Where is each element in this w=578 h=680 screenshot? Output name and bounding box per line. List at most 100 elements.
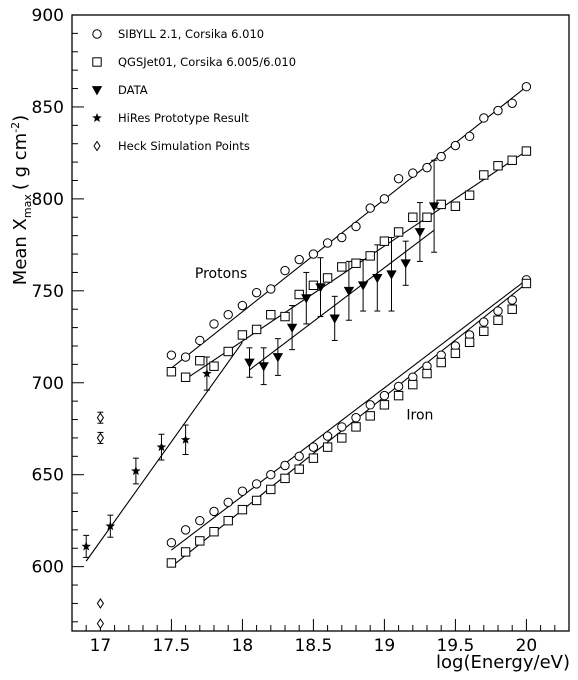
circle-marker [337,232,347,243]
y-tick-label: 750 [32,282,64,302]
circle-marker [450,140,461,151]
square-marker [408,212,418,222]
triangle-marker [372,274,383,284]
circle-marker [379,390,390,401]
square-marker [422,368,432,379]
square-marker [195,536,205,546]
square-marker [180,547,191,557]
square-marker [223,515,233,526]
x-tick-label: 19.5 [436,636,474,656]
diamond-marker [96,618,105,630]
square-marker [308,453,319,463]
circle-marker [322,431,333,441]
square-marker [237,330,248,340]
legend: SIBYLL 2.1, Corsika 6.010 QGSJet01, Corsi… [91,27,296,153]
circle-marker [280,460,290,471]
square-marker [521,146,532,156]
square-marker [479,170,489,180]
square-marker [436,357,446,368]
triangle-marker [329,314,340,324]
square-marker [365,411,375,421]
circle-marker [223,497,233,507]
circle-marker [507,295,517,305]
circle-marker [237,300,248,311]
square-marker [180,372,191,382]
square-marker [294,464,304,474]
square-marker [450,348,461,359]
triangle-marker [343,286,355,297]
circle-marker [337,422,347,432]
square-marker [393,227,404,237]
square-marker [266,484,276,495]
circle-marker [209,506,219,517]
square-marker [209,527,219,537]
square-marker [521,278,532,289]
diamond-marker [93,140,101,152]
circle-marker [351,221,361,232]
square-marker [166,367,177,377]
square-marker [209,361,219,371]
square-marker [280,473,290,484]
y-tick-label: 800 [32,190,64,210]
circle-marker [195,335,205,346]
annotation-label: Iron [406,408,433,424]
triangle-marker [386,270,397,280]
circle-marker [294,254,304,265]
y-axis-title-close: ) [10,115,31,122]
circle-marker [166,350,177,360]
x-axis-title: log(Energy/eV) [436,652,570,673]
square-marker [322,273,333,283]
circle-marker [351,412,361,423]
circle-marker [308,442,319,452]
circle-marker [251,287,262,298]
triangle-marker [272,353,284,363]
x-tick-label: 17 [90,636,112,656]
square-marker [337,262,347,272]
square-marker [493,315,503,325]
x-tick-label: 18 [232,636,254,656]
y-tick-label: 700 [32,374,64,394]
square-marker [479,326,489,336]
square-marker [351,258,361,268]
star-marker [180,434,191,444]
triangle-marker [428,202,440,212]
triangle-marker [315,283,326,293]
circle-marker [294,451,304,462]
circle-marker [195,515,205,526]
circle-marker [237,486,248,496]
circle-marker [493,105,503,116]
triangle-marker [258,362,269,372]
diamond-marker [96,598,105,609]
triangle-marker [400,259,411,269]
fit-lines [85,86,527,568]
circle-marker [479,317,489,327]
axis-ticks [71,14,570,631]
plot-frame [71,14,570,632]
square-marker [280,311,290,322]
circle-marker [92,29,102,39]
square-marker [464,190,475,200]
circle-marker [479,113,489,123]
circle-marker [180,525,191,535]
triangle-marker [414,228,426,238]
annotation-label: Protons [195,266,247,282]
circle-marker [393,173,404,184]
square-marker [393,390,404,401]
star-marker [156,442,167,452]
circle-marker [507,98,517,108]
circle-marker [436,151,446,162]
square-marker [379,400,390,410]
diamond-marker [96,412,105,424]
legend-label: SIBYLL 2.1, Corsika 6.010 [118,27,264,41]
x-tick-label: 17.5 [152,636,190,656]
square-marker [337,433,347,443]
circle-marker [180,352,191,362]
y-axis-title-units: ( g cm [10,133,31,190]
square-marker [351,422,361,432]
square-marker [195,355,205,366]
data-markers [81,82,532,630]
square-marker [493,161,503,171]
square-marker [92,57,102,67]
circle-marker [379,194,390,204]
y-tick-label: 650 [32,466,64,486]
